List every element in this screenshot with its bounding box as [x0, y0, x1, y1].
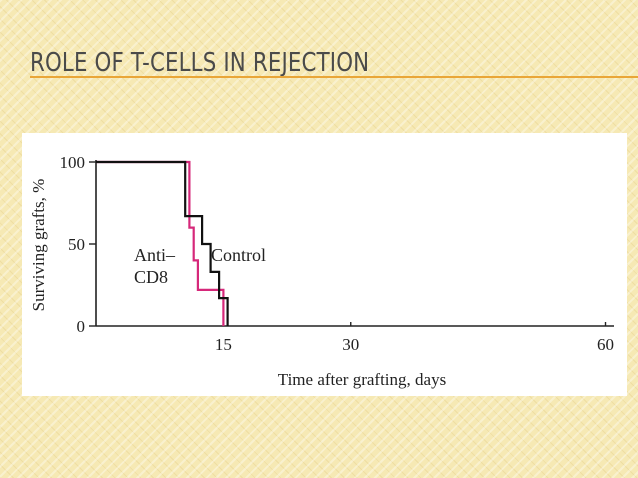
- annotation-control: Control: [211, 245, 266, 265]
- x-tick-label: 60: [597, 335, 614, 354]
- slide-title: ROLE OF T-CELLS IN REJECTION: [30, 48, 370, 78]
- survival-chart: 0 50 100 15 30 60 Surviving grafts, % Time af…: [29, 153, 615, 389]
- title-underline: [30, 76, 638, 78]
- series-line-control: [96, 160, 229, 326]
- y-axis-label: Surviving grafts, %: [29, 179, 48, 312]
- y-tick-label: 0: [77, 317, 86, 336]
- chart-axes: 0 50 100 15 30 60: [60, 153, 615, 354]
- y-tick-label: 50: [68, 235, 85, 254]
- y-tick-label: 100: [60, 153, 86, 172]
- chart-series: [96, 160, 229, 326]
- x-tick-label: 30: [342, 335, 359, 354]
- x-axis-label: Time after grafting, days: [278, 370, 446, 389]
- annotation-cd8: CD8: [134, 267, 168, 287]
- chart-panel: 0 50 100 15 30 60 Surviving grafts, % Time af…: [22, 133, 627, 396]
- annotation-anti: Anti–: [134, 245, 176, 265]
- x-tick-label: 15: [215, 335, 232, 354]
- series-line-anti-cd8: [96, 160, 225, 326]
